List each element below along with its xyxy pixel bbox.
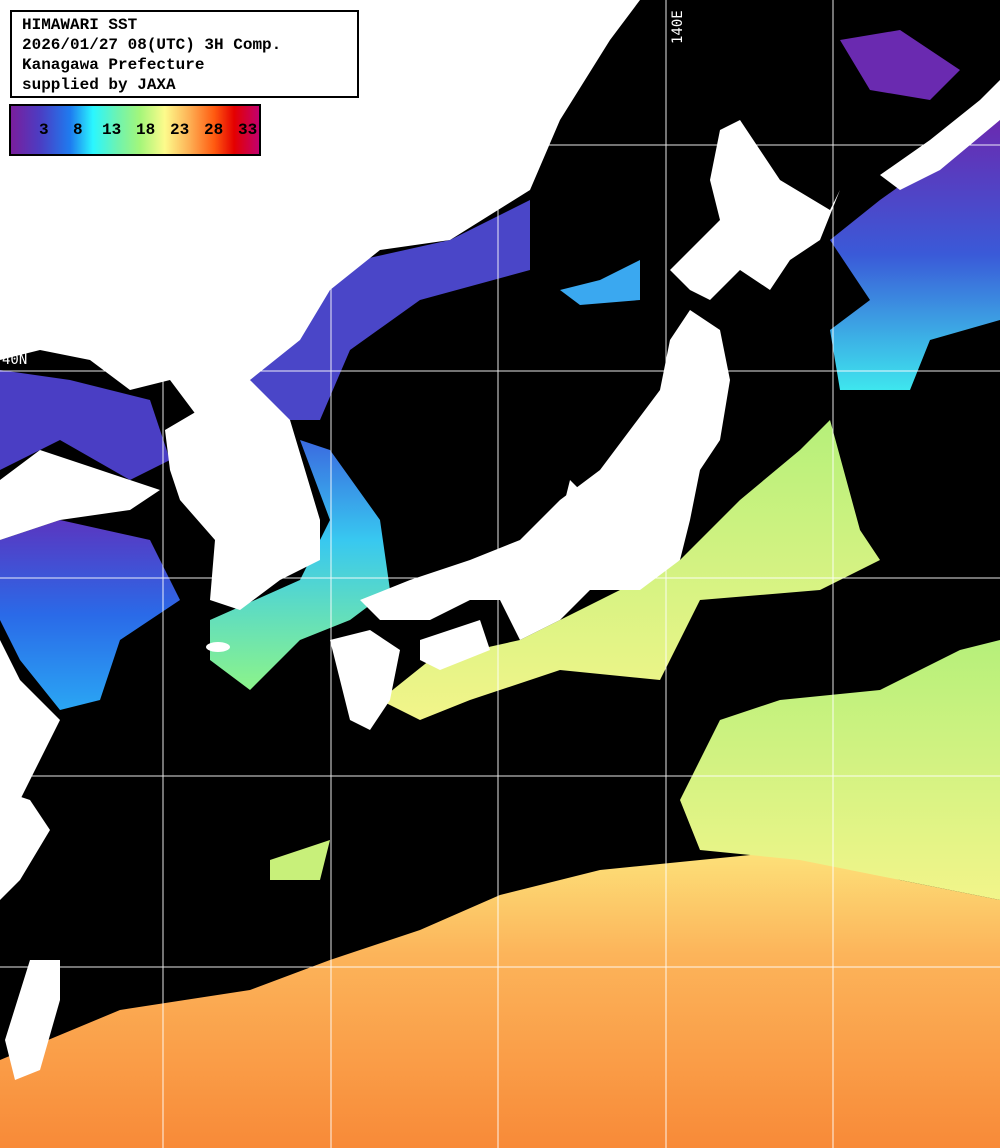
land-honshu	[360, 310, 730, 640]
sst-sea-of-japan-north	[250, 200, 530, 420]
land-ulleung	[398, 125, 422, 155]
sst-sea-of-japan-south	[210, 440, 390, 690]
observation-time: 2026/01/27 08(UTC) 3H Comp.	[22, 36, 282, 54]
product-title: HIMAWARI SST	[22, 16, 138, 34]
land-kyushu	[330, 630, 400, 730]
land-sado	[565, 480, 580, 500]
sst-yellow-sea	[0, 520, 180, 710]
land-shikoku	[420, 620, 490, 670]
land-sakhalin	[880, 80, 1000, 190]
sst-kuroshio	[380, 420, 880, 720]
legend-tick: 28	[204, 121, 224, 139]
sst-warm-south	[0, 850, 1000, 1148]
land-korea	[165, 380, 320, 610]
publisher: Kanagawa Prefecture	[22, 56, 205, 74]
land-taiwan	[5, 960, 60, 1080]
land-shandong	[0, 450, 160, 540]
lat-label-30n: 30N	[8, 758, 34, 774]
land-jeju	[206, 642, 230, 652]
land-china-coast	[0, 640, 60, 830]
land-hokkaido	[670, 120, 840, 300]
legend-tick: 33	[238, 121, 258, 139]
sst-east-china-sea	[270, 840, 330, 880]
sst-fields	[0, 30, 1000, 1148]
data-source: supplied by JAXA	[22, 76, 176, 94]
title-box: HIMAWARI SST 2026/01/27 08(UTC) 3H Comp.…	[10, 10, 359, 98]
lon-label-140e: 140E	[670, 10, 686, 44]
sst-subtropical-east	[680, 640, 1000, 900]
legend-tick: 23	[170, 121, 190, 139]
legend-tick: 8	[73, 121, 83, 139]
land-china-south	[0, 790, 50, 900]
color-scale-legend: 3 8 13 18 23 28 33	[9, 104, 261, 156]
legend-tick: 13	[102, 121, 122, 139]
sst-bohai	[0, 370, 170, 480]
sst-north-pacific	[830, 120, 1000, 390]
sst-tsugaru	[560, 260, 640, 305]
lat-label-40n: 40N	[2, 352, 28, 368]
legend-tick: 3	[39, 121, 49, 139]
sst-okhotsk	[840, 30, 960, 100]
legend-tick: 18	[136, 121, 156, 139]
